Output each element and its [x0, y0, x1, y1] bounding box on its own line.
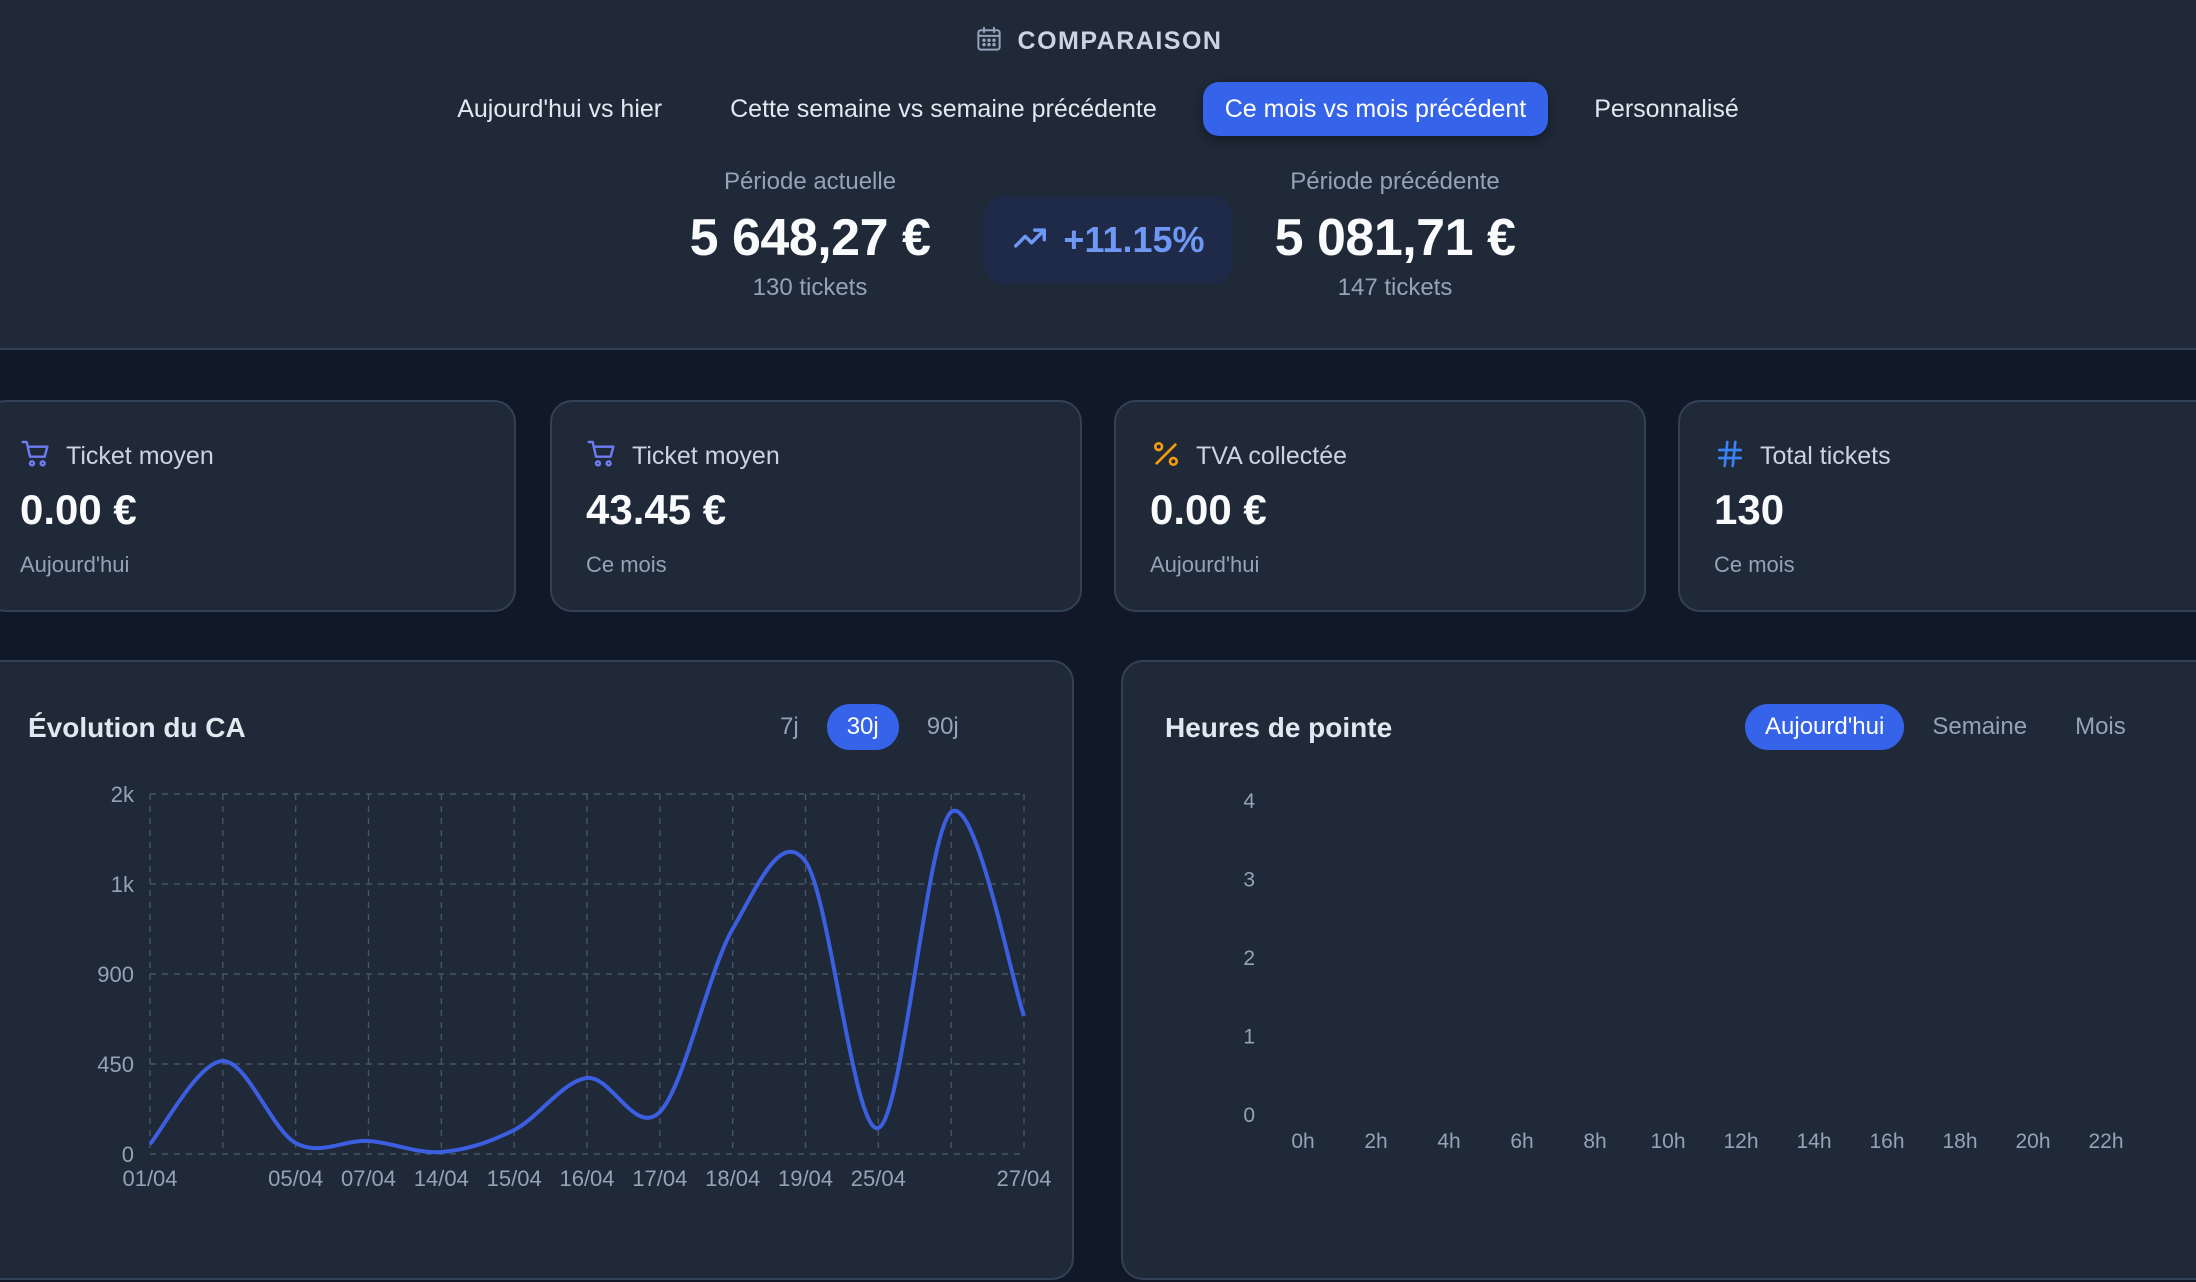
stat-card-header: Ticket moyen	[586, 438, 780, 475]
x-tick-label: 14h	[1796, 1130, 1831, 1153]
y-tick-label: 4	[1243, 790, 1255, 813]
x-tick-label: 27/04	[996, 1166, 1051, 1191]
range-30d-button[interactable]: 30j	[826, 704, 899, 750]
peak-hours-panel: Heures de pointe Aujourd'hui Semaine Moi…	[1121, 660, 2196, 1280]
comparison-header: COMPARAISON	[0, 24, 2196, 58]
y-tick-label: 1	[1243, 1026, 1255, 1049]
previous-period-amount: 5 081,71 €	[1274, 209, 1516, 267]
x-tick-label: 17/04	[632, 1166, 687, 1191]
revenue-line-chart: 0 450 900 1k 2k 01/04 05/04 07/04 14/04 15/04 16/0…	[97, 782, 1051, 1191]
x-tick-label: 16h	[1869, 1130, 1904, 1153]
trending-up-icon	[1011, 219, 1049, 262]
hash-icon	[1714, 438, 1746, 475]
x-tick-label: 16/04	[559, 1166, 614, 1191]
stat-card-header: Total tickets	[1714, 438, 1891, 475]
stat-period: Ce mois	[1714, 552, 1795, 577]
x-tick-label: 19/04	[778, 1166, 833, 1191]
percent-icon	[1150, 438, 1182, 475]
revenue-chart-panel: Évolution du CA 7j 30j 90j 0 450 900 1k 2k 01…	[0, 660, 1074, 1280]
x-tick-label: 8h	[1583, 1130, 1606, 1153]
peak-range-selector: Aujourd'hui Semaine Mois	[1745, 704, 2146, 750]
stat-period: Aujourd'hui	[1150, 552, 1260, 577]
x-tick-label: 07/04	[341, 1166, 396, 1191]
previous-period-tickets: 147 tickets	[1337, 274, 1453, 301]
stat-period: Ce mois	[586, 552, 667, 577]
stat-value: 130	[1714, 486, 1785, 533]
revenue-chart-title: Évolution du CA	[28, 712, 246, 743]
calendar-icon	[974, 24, 1004, 59]
range-today-button[interactable]: Aujourd'hui	[1745, 704, 1905, 750]
stat-value: 43.45 €	[586, 486, 727, 533]
stat-card-avg-ticket-today: Ticket moyen 0.00 € Aujourd'hui	[0, 400, 516, 612]
x-tick-label: 10h	[1650, 1130, 1685, 1153]
stat-period: Aujourd'hui	[20, 552, 130, 577]
y-tick-label: 0	[122, 1142, 134, 1167]
tab-week-vs-previous[interactable]: Cette semaine vs semaine précédente	[730, 95, 1157, 123]
range-90d-button[interactable]: 90j	[926, 713, 959, 740]
tab-custom[interactable]: Personnalisé	[1594, 95, 1739, 123]
stat-card-total-tickets: Total tickets 130 Ce mois	[1678, 400, 2196, 612]
x-tick-label: 0h	[1291, 1130, 1314, 1153]
x-tick-label: 22h	[2088, 1130, 2123, 1153]
stat-card-header: TVA collectée	[1150, 438, 1347, 475]
x-tick-label: 05/04	[268, 1166, 323, 1191]
x-tick-label: 14/04	[414, 1166, 469, 1191]
y-tick-label: 0	[1243, 1104, 1255, 1127]
tab-month-vs-previous[interactable]: Ce mois vs mois précédent	[1202, 82, 1549, 136]
peak-hours-title: Heures de pointe	[1165, 712, 1393, 743]
x-tick-label: 25/04	[851, 1166, 906, 1191]
x-tick-label: 2h	[1364, 1130, 1387, 1153]
delta-badge: +11.15%	[983, 196, 1233, 284]
y-tick-label: 450	[97, 1052, 134, 1077]
current-period-amount: 5 648,27 €	[689, 209, 931, 267]
x-tick-label: 01/04	[122, 1166, 177, 1191]
y-tick-label: 2k	[111, 782, 135, 807]
peak-hours-bar-chart: 0 1 2 3 4 0h 2h 4h 6h 8h 10h 12h 14h 16h 18h 20h 22h	[1243, 790, 2123, 1153]
x-tick-label: 6h	[1510, 1130, 1533, 1153]
tab-today-vs-yesterday[interactable]: Aujourd'hui vs hier	[457, 95, 663, 123]
revenue-series-line	[148, 808, 1026, 1155]
stat-label: TVA collectée	[1196, 442, 1348, 470]
x-tick-label: 20h	[2015, 1130, 2050, 1153]
stat-label: Ticket moyen	[66, 442, 214, 470]
x-tick-label: 4h	[1437, 1130, 1460, 1153]
x-tick-label: 15/04	[487, 1166, 542, 1191]
stat-card-vat: TVA collectée 0.00 € Aujourd'hui	[1114, 400, 1646, 612]
y-tick-label: 2	[1243, 947, 1255, 970]
stat-value: 0.00 €	[1150, 486, 1267, 533]
range-month-button[interactable]: Mois	[2075, 713, 2126, 740]
y-tick-label: 1k	[111, 872, 135, 897]
comparison-panel	[0, 0, 2196, 350]
stat-card-avg-ticket-month: Ticket moyen 43.45 € Ce mois	[550, 400, 1082, 612]
delta-value: +11.15%	[1063, 219, 1205, 260]
y-tick-label: 900	[97, 962, 134, 987]
y-tick-label: 3	[1243, 869, 1255, 892]
comparison-label: COMPARAISON	[1017, 26, 1223, 55]
x-tick-label: 18/04	[705, 1166, 760, 1191]
x-tick-label: 12h	[1723, 1130, 1758, 1153]
stat-label: Ticket moyen	[632, 442, 780, 470]
x-tick-label: 18h	[1942, 1130, 1977, 1153]
current-period-label: Période actuelle	[723, 168, 897, 195]
previous-period-label: Période précédente	[1290, 168, 1500, 195]
current-period: Période actuelle 5 648,27 € 130 tickets	[650, 168, 970, 302]
previous-period: Période précédente 5 081,71 € 147 ticket…	[1235, 168, 1555, 302]
revenue-range-selector: 7j 30j 90j	[760, 704, 979, 750]
current-period-tickets: 130 tickets	[752, 274, 868, 301]
stat-card-header: Ticket moyen	[20, 438, 214, 475]
cart-icon	[20, 438, 52, 475]
cart-icon	[586, 438, 618, 475]
range-week-button[interactable]: Semaine	[1932, 713, 2028, 740]
range-7d-button[interactable]: 7j	[780, 713, 799, 740]
stat-label: Total tickets	[1760, 442, 1891, 470]
comparison-tabs: Aujourd'hui vs hier Cette semaine vs sem…	[0, 82, 2196, 136]
stat-value: 0.00 €	[20, 486, 137, 533]
